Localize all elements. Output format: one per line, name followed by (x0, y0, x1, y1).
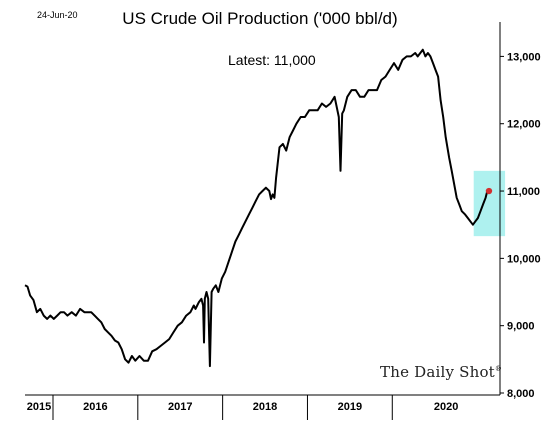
y-tick-label: 11,000 (507, 186, 540, 198)
brand-logo: The Daily Shot® (380, 363, 502, 381)
date-stamp: 24-Jun-20 (37, 10, 78, 20)
x-tick-label: 2019 (338, 401, 362, 413)
production-line (24, 48, 489, 368)
y-tick-label: 13,000 (507, 51, 541, 63)
y-tick-label: 10,000 (507, 253, 541, 265)
y-tick-label: 12,000 (507, 119, 541, 131)
y-axis: 8,000 9,000 10,000 11,000 12,000 13,000 (500, 51, 541, 400)
x-axis: 2015 2016 2017 2018 2019 2020 (27, 395, 458, 420)
y-tick-label: 8,000 (507, 388, 535, 400)
registered-mark: ® (494, 365, 503, 373)
x-tick-label: 2017 (168, 401, 192, 413)
x-tick-label: 2020 (434, 401, 458, 413)
x-tick-label: 2015 (27, 401, 51, 413)
y-tick-label: 9,000 (507, 321, 535, 333)
x-tick-label: 2016 (83, 401, 107, 413)
x-tick-label: 2018 (253, 401, 277, 413)
latest-annotation: Latest: 11,000 (228, 52, 316, 68)
chart-title: US Crude Oil Production ('000 bbl/d) (122, 9, 398, 28)
latest-point-marker (485, 187, 493, 195)
brand-text: The Daily Shot (380, 363, 495, 381)
